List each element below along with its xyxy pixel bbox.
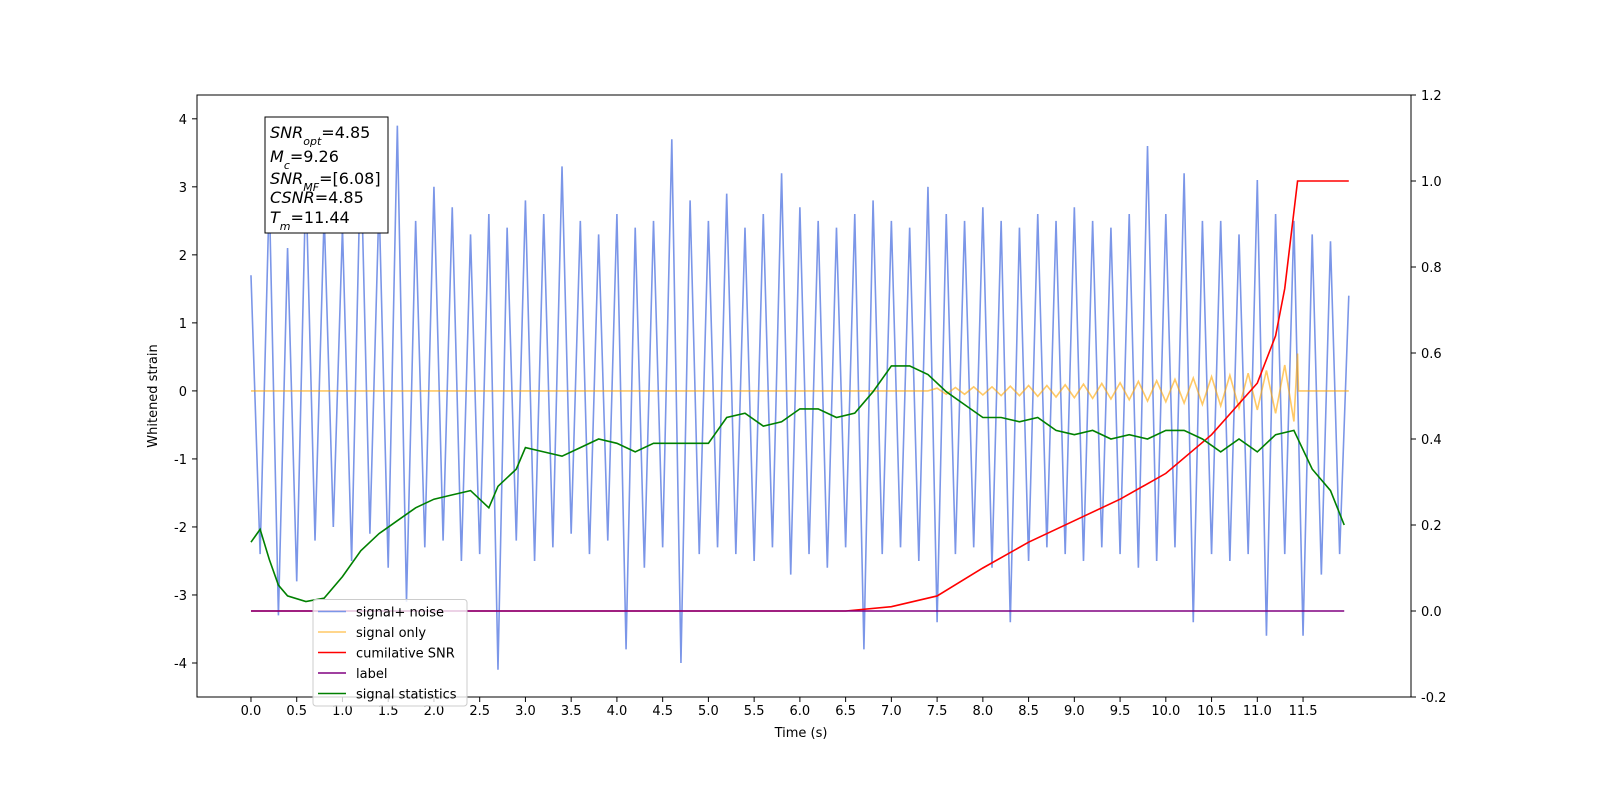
x-tick-label: 5.5 [744,704,765,719]
annotation-symbol: T [270,208,281,227]
x-tick-label: 4.5 [652,704,673,719]
y-tick-label: 0 [179,385,187,400]
annotation-text: =11.44 [291,208,350,227]
x-tick-label: 5.0 [698,704,719,719]
x-tick-label: 0.5 [286,704,307,719]
legend-label: label [356,667,387,682]
x-tick-label: 11.0 [1243,704,1272,719]
x-tick-label: 6.5 [835,704,856,719]
y-tick-label: 4 [179,113,187,128]
y-tick-label: -2 [174,521,187,536]
x-tick-label: 6.0 [790,704,811,719]
x-tick-label: 10.0 [1151,704,1180,719]
y2-tick-label: -0.2 [1421,691,1446,706]
y-tick-label: 2 [179,249,187,264]
y-tick-label: -3 [174,589,187,604]
series-line [250,353,1349,422]
x-tick-label: 3.5 [561,704,582,719]
x-tick-label: 1.5 [378,704,399,719]
x-tick-label: 8.0 [973,704,994,719]
y2-tick-label: 0.2 [1421,519,1442,534]
x-tick-label: 10.5 [1197,704,1226,719]
y-tick-label: 1 [179,317,187,332]
annotation-subscript: c [284,159,290,172]
legend-label: signal only [356,626,426,641]
plot-frame [196,94,1412,698]
legend-label: signal+ noise [356,606,444,621]
x-tick-label: 11.5 [1289,704,1318,719]
annotation-text: =[6.08] [319,169,381,188]
annotation: SNRMF=[6.08] [270,169,381,194]
annotation-subscript: MF [303,181,319,194]
x-tick-label: 1.0 [332,704,353,719]
x-tick-label: 2.0 [424,704,445,719]
y2-tick-label: 0.8 [1421,261,1442,276]
annotation-symbol: SNR [270,123,303,142]
legend-box [312,599,468,707]
annotation: Tm=11.44 [270,208,350,233]
y2-tick-label: 0.4 [1421,433,1442,448]
annotation: Mc=9.26 [270,147,339,172]
x-tick-label: 3.0 [515,704,536,719]
x-tick-label: 9.5 [1110,704,1131,719]
series-line [250,365,1345,603]
annotation-subscript: opt [303,135,322,148]
annotation-subscript: m [280,220,291,233]
y-tick-label: -4 [174,657,187,672]
y2-tick-label: 1.0 [1421,175,1442,190]
annotation-symbol: CSNR [270,188,315,207]
x-tick-label: 4.0 [607,704,628,719]
annotation-text: =9.26 [290,147,339,166]
x-tick-label: 7.5 [927,704,948,719]
y2-tick-label: 0.6 [1421,347,1442,362]
plot-area [250,125,1350,670]
annotation-text: =4.85 [321,123,370,142]
legend-label: signal statistics [356,688,457,703]
annotation-symbol: M [270,147,284,166]
annotation-text: =4.85 [315,188,364,207]
y-tick-label: -1 [174,453,187,468]
y2-tick-label: 0.0 [1421,605,1442,620]
series-line [250,125,1350,670]
legend-label: cumilative SNR [356,647,455,662]
y2-tick-label: 1.2 [1421,89,1442,104]
x-tick-label: 9.0 [1064,704,1085,719]
x-tick-label: 8.5 [1018,704,1039,719]
annotation-box [264,116,389,234]
x-tick-label: 0.0 [241,704,262,719]
x-tick-label: 2.5 [469,704,490,719]
annotation: SNRopt=4.85 [270,123,370,148]
legend: signal+ noise signal only cumilative SNR la… [312,599,468,707]
annotation-symbol: SNR [270,169,303,188]
x-tick-label: 7.0 [881,704,902,719]
annotation: CSNR=4.85 [270,188,364,207]
series-line [250,180,1349,612]
y-axis-label: Whitened strain [146,344,161,447]
y-tick-label: 3 [179,181,187,196]
x-axis-label: Time (s) [774,726,828,741]
